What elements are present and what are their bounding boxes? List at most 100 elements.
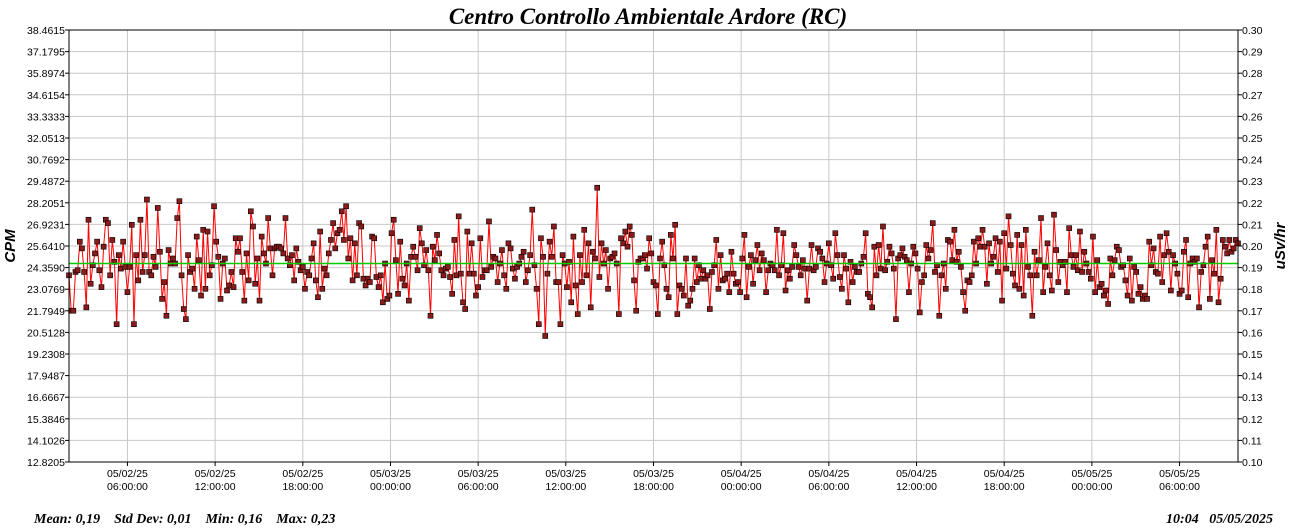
data-point: [841, 252, 847, 258]
data-point: [211, 203, 217, 210]
data-point: [310, 240, 317, 247]
y2-tick-label: 0.30: [1242, 25, 1263, 37]
data-point: [512, 275, 518, 282]
data-point: [1230, 245, 1237, 252]
data-point: [81, 269, 87, 275]
data-point: [843, 265, 849, 272]
data-point: [533, 286, 540, 292]
data-point: [715, 286, 722, 292]
data-point: [252, 280, 258, 287]
data-point: [936, 312, 943, 319]
x-tick-date: 05/02/25: [195, 468, 236, 480]
y-tick-label: 28.2051: [27, 198, 65, 210]
data-point: [174, 215, 181, 221]
data-point: [629, 232, 635, 238]
data-point: [795, 264, 802, 270]
data-point: [652, 282, 659, 289]
data-point: [923, 242, 930, 248]
data-point: [566, 259, 572, 265]
data-point: [154, 205, 161, 211]
data-point: [1213, 227, 1220, 233]
y2-tick-label: 0.21: [1242, 219, 1263, 231]
data-point: [756, 267, 763, 274]
data-point: [332, 245, 339, 252]
data-point: [83, 304, 90, 311]
data-point: [421, 262, 427, 269]
data-point: [77, 238, 83, 245]
data-point: [737, 289, 743, 295]
data-point: [1085, 269, 1092, 275]
data-point: [555, 279, 562, 285]
data-point: [724, 270, 730, 277]
data-point: [241, 297, 248, 304]
data-point: [1072, 252, 1079, 258]
data-point: [1040, 289, 1046, 295]
data-point: [817, 248, 823, 255]
data-point: [434, 232, 440, 238]
data-point: [1044, 240, 1051, 247]
x-tick-date: 05/02/25: [107, 468, 148, 480]
data-point: [330, 220, 336, 226]
data-point: [572, 282, 579, 289]
data-point: [338, 208, 345, 215]
data-point: [886, 243, 893, 250]
data-point: [107, 272, 113, 279]
data-point: [752, 257, 759, 263]
data-point: [87, 280, 94, 287]
data-point: [468, 240, 475, 247]
data-point: [903, 257, 910, 263]
y2-tick-label: 0.22: [1242, 198, 1263, 210]
data-point: [343, 203, 349, 210]
data-point: [520, 248, 527, 255]
data-point: [648, 250, 655, 257]
data-point: [111, 259, 118, 265]
stats-summary: Mean: 0,19 Std Dev: 0,01 Min: 0,16 Max: …: [34, 512, 336, 527]
data-point: [579, 279, 585, 285]
data-point: [451, 237, 458, 243]
data-point: [204, 228, 211, 235]
data-point: [245, 277, 252, 284]
data-point: [525, 267, 531, 274]
data-point: [336, 227, 343, 233]
data-point: [390, 216, 397, 223]
data-point: [830, 275, 836, 282]
data-point: [1023, 227, 1029, 233]
data-point: [1209, 257, 1215, 263]
data-point: [590, 248, 596, 255]
data-point: [371, 235, 378, 242]
data-point: [713, 237, 720, 243]
data-point: [1027, 272, 1033, 279]
y-tick-label: 38.4615: [27, 25, 65, 37]
data-point: [1094, 257, 1101, 263]
data-point: [479, 274, 486, 280]
data-point: [568, 299, 575, 306]
data-point: [1090, 233, 1096, 240]
data-point: [709, 269, 715, 275]
data-point: [544, 270, 551, 277]
data-point: [427, 312, 434, 319]
data-point: [735, 279, 741, 285]
data-point: [341, 237, 347, 243]
data-point: [258, 233, 265, 240]
data-point: [559, 252, 566, 258]
data-point: [1183, 237, 1189, 243]
data-point: [1217, 275, 1224, 282]
data-point: [845, 299, 852, 306]
data-point: [1003, 265, 1010, 272]
data-point: [728, 248, 735, 255]
x-tick-date: 05/03/25: [545, 468, 586, 480]
data-point: [1053, 247, 1059, 253]
data-point: [157, 248, 163, 255]
data-point: [832, 230, 839, 237]
x-tick-date: 05/02/25: [282, 468, 323, 480]
data-point: [826, 240, 832, 247]
data-point: [1055, 279, 1062, 285]
data-point: [191, 286, 198, 292]
data-point: [592, 255, 598, 262]
y2-tick-label: 0.24: [1242, 155, 1263, 167]
data-point: [1029, 312, 1036, 319]
x-tick-time: 06:00:00: [808, 481, 849, 493]
data-point: [839, 286, 845, 292]
data-point: [929, 220, 936, 226]
data-point: [445, 264, 451, 270]
